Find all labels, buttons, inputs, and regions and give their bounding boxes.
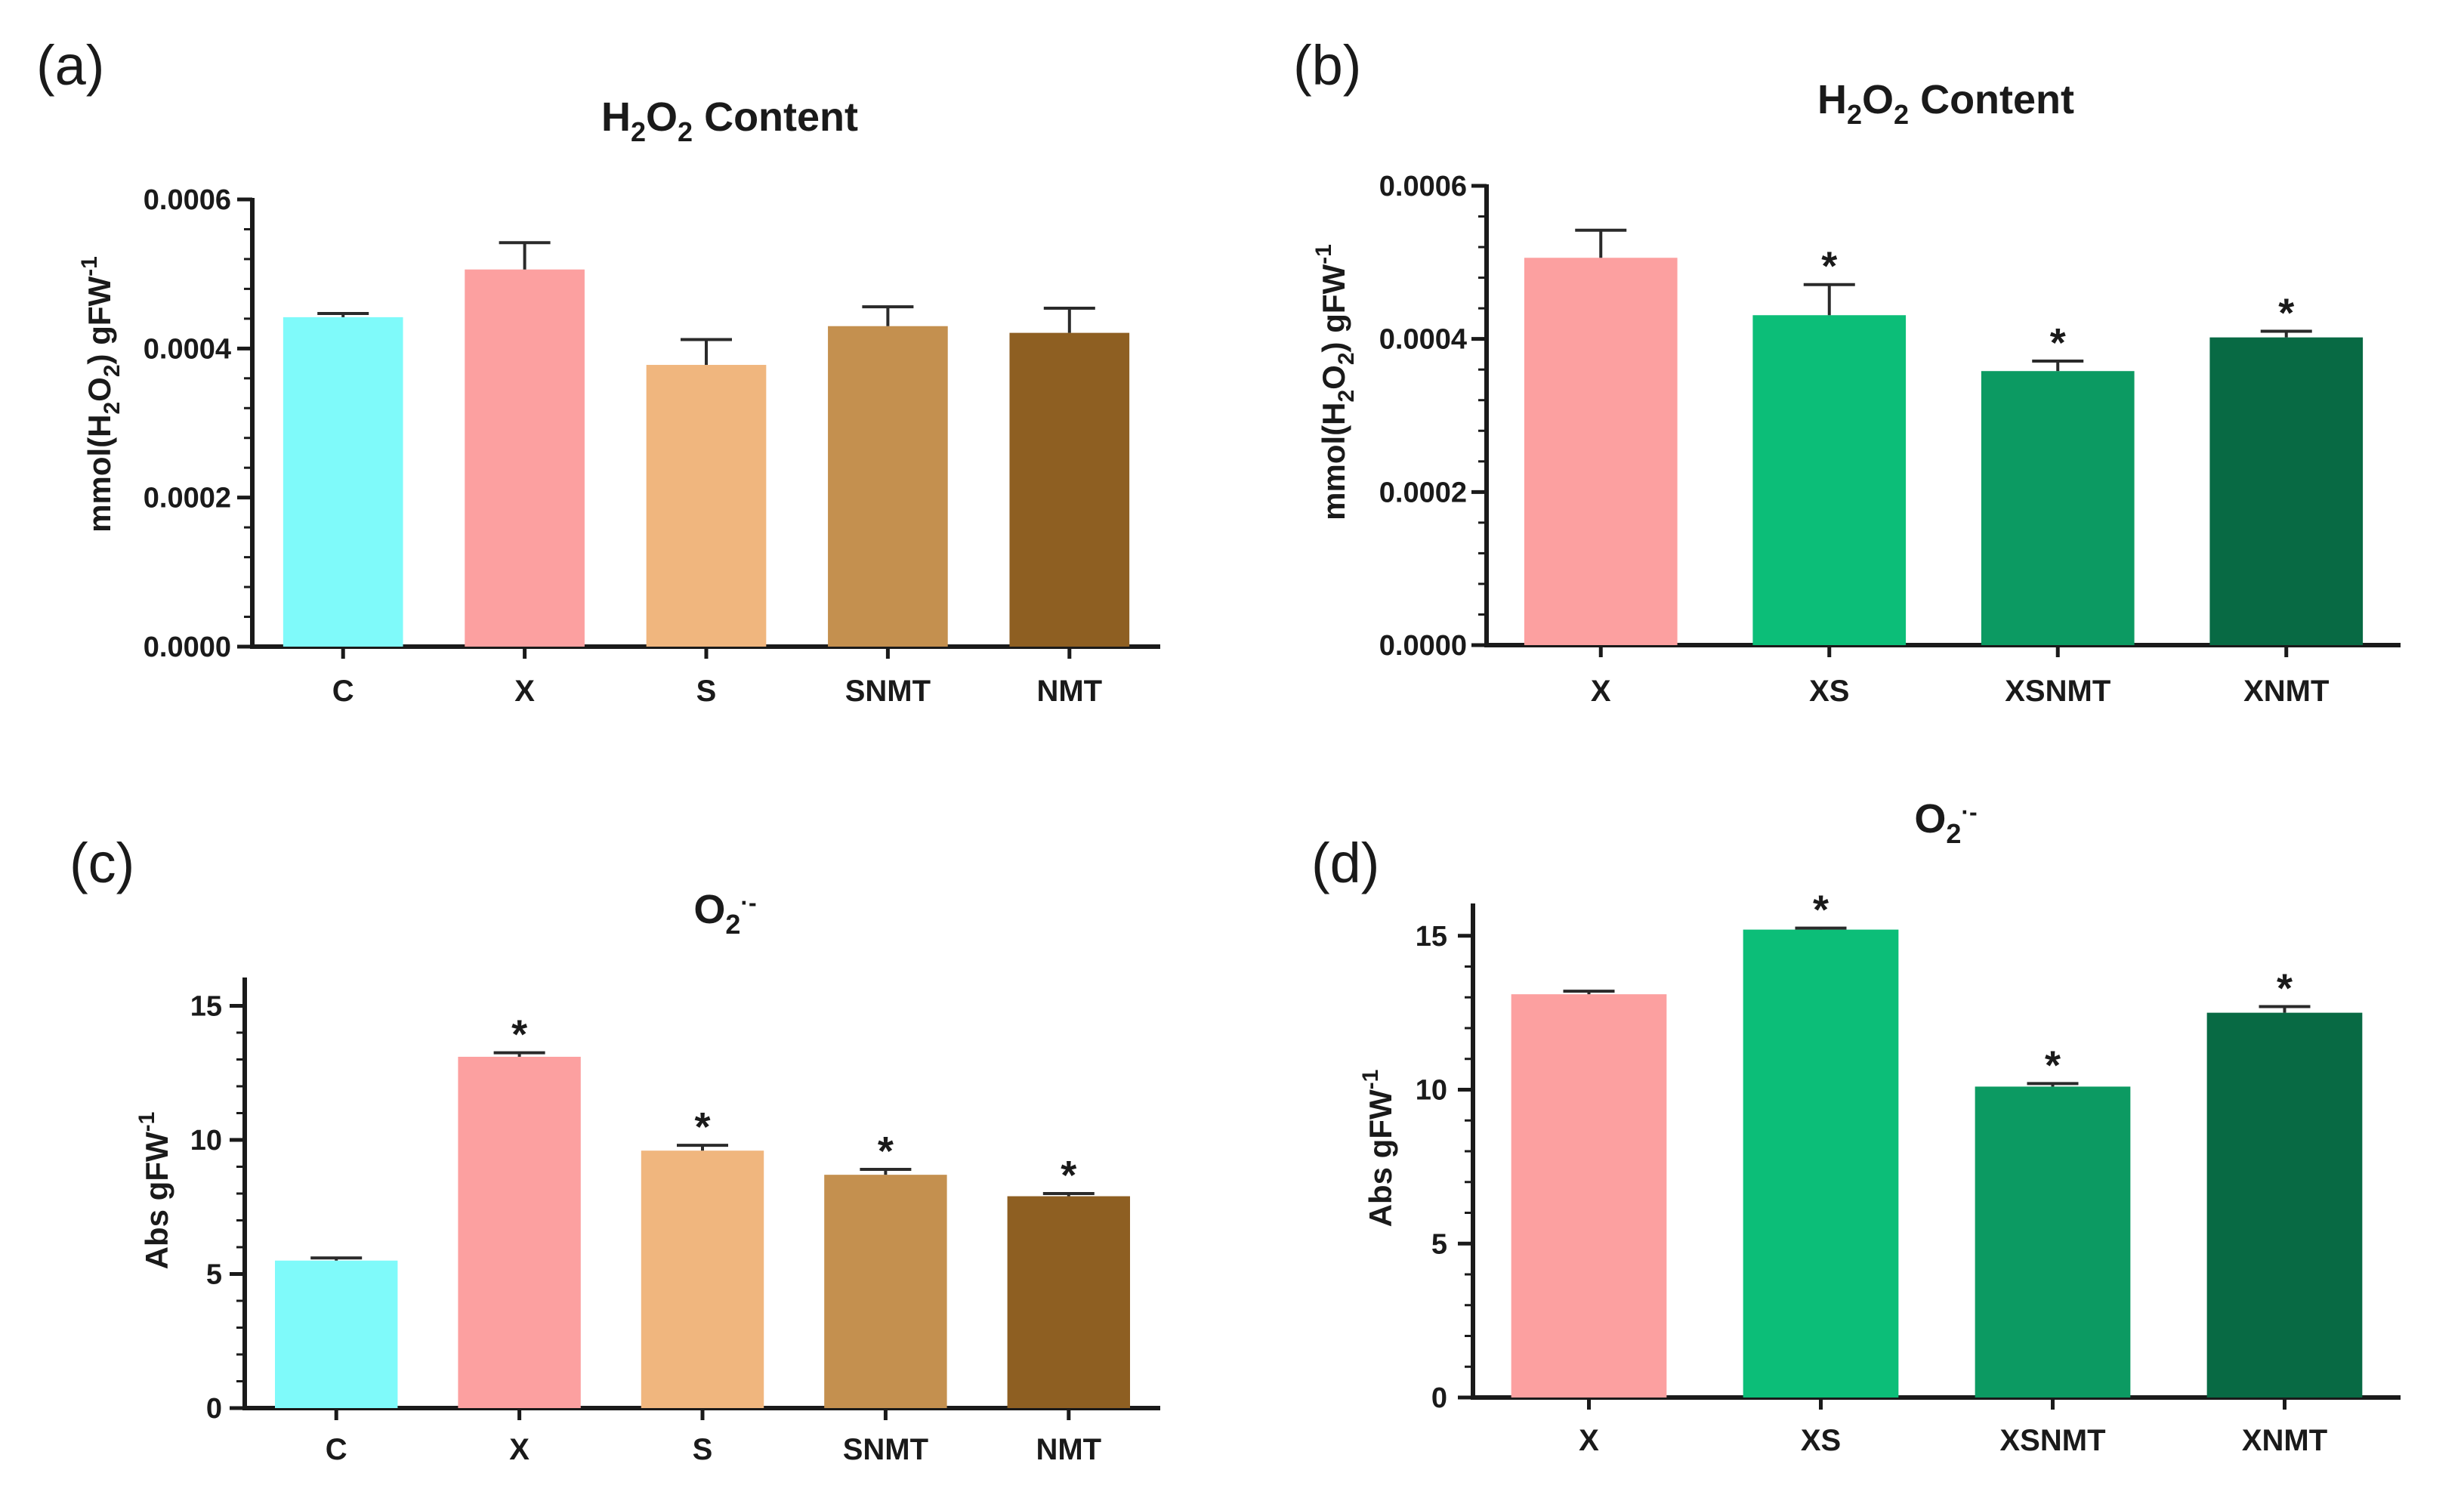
bar bbox=[458, 1056, 581, 1408]
x-tick-label: X bbox=[514, 675, 535, 708]
chart-title: H2O2 Content bbox=[601, 94, 858, 147]
bar bbox=[1975, 1086, 2131, 1398]
y-tick-label: 0.0006 bbox=[1379, 171, 1467, 202]
bar bbox=[828, 326, 948, 647]
x-tick-label: C bbox=[332, 675, 354, 708]
bar bbox=[465, 269, 585, 647]
x-tick-label: X bbox=[1591, 675, 1611, 708]
y-tick-label: 0.0004 bbox=[1379, 324, 1467, 356]
y-tick-label: 0.0004 bbox=[144, 333, 231, 365]
y-tick-label: 5 bbox=[1431, 1228, 1447, 1260]
bar bbox=[1511, 994, 1667, 1398]
significance-marker: * bbox=[2045, 1042, 2061, 1088]
x-tick-label: NMT bbox=[1036, 1433, 1101, 1466]
bars bbox=[283, 241, 1130, 647]
panel-c: (c) O2·- Abs gFW-1 0 5 10 15 C X S SNMT NMT * * * * bbox=[69, 832, 1160, 1466]
y-axis-label: mmol(H2O2) gFW-1 bbox=[77, 256, 125, 533]
x-tick-label: XSNMT bbox=[2000, 1424, 2106, 1457]
y-tick-label: 10 bbox=[190, 1125, 222, 1157]
y-tick-label: 0 bbox=[1431, 1382, 1447, 1414]
panel-label: (a) bbox=[36, 34, 104, 97]
y-tick-label: 10 bbox=[1416, 1075, 1447, 1107]
significance-marker: * bbox=[1061, 1153, 1076, 1198]
y-tick-label: 0.0006 bbox=[144, 184, 231, 216]
bars: * * * bbox=[1511, 888, 2363, 1398]
significance-marker: * bbox=[2277, 965, 2293, 1011]
panel-label: (c) bbox=[69, 832, 134, 894]
bar bbox=[1743, 929, 1899, 1398]
x-tick-label: XSNMT bbox=[2005, 675, 2110, 708]
y-axis-label: Abs gFW-1 bbox=[1358, 1070, 1398, 1228]
significance-marker: * bbox=[1813, 888, 1829, 933]
x-tick-label: XNMT bbox=[2242, 1424, 2327, 1457]
bar bbox=[1009, 332, 1130, 647]
bar bbox=[283, 317, 403, 647]
significance-marker: * bbox=[2050, 320, 2066, 366]
chart-title: O2·- bbox=[1914, 796, 1977, 849]
y-tick-label: 0.0002 bbox=[1379, 477, 1467, 508]
bar bbox=[824, 1175, 947, 1408]
y-tick-label: 5 bbox=[206, 1259, 222, 1291]
x-tick-label: XS bbox=[1801, 1424, 1841, 1457]
x-tick-label: NMT bbox=[1036, 675, 1102, 708]
significance-marker: * bbox=[2278, 291, 2294, 336]
panel-a: (a) H2O2 Content mmol(H2O2) gFW-1 0.0000… bbox=[36, 34, 1160, 708]
significance-marker: * bbox=[511, 1012, 527, 1058]
bar bbox=[1752, 315, 1907, 645]
x-tick-label: SNMT bbox=[845, 675, 931, 708]
bar bbox=[2206, 1012, 2363, 1398]
x-tick-label: S bbox=[693, 1433, 713, 1466]
y-tick-label: 0.0000 bbox=[144, 632, 231, 663]
bar bbox=[1524, 258, 1678, 646]
bar bbox=[641, 1150, 764, 1408]
panel-label: (b) bbox=[1293, 34, 1361, 97]
y-tick-label: 15 bbox=[190, 991, 222, 1023]
bars: * * * bbox=[1524, 228, 2364, 646]
x-tick-label: XNMT bbox=[2243, 675, 2329, 708]
panel-b: (b) H2O2 Content mmol(H2O2) gFW-1 0.0000… bbox=[1293, 34, 2401, 708]
y-tick-label: 15 bbox=[1416, 921, 1447, 953]
x-tick-label: S bbox=[696, 675, 717, 708]
x-tick-label: X bbox=[1579, 1424, 1599, 1457]
bars: * * * * bbox=[274, 1012, 1131, 1408]
bar bbox=[646, 365, 767, 647]
chart-title: O2·- bbox=[693, 887, 756, 940]
bar bbox=[1981, 371, 2135, 645]
significance-marker: * bbox=[694, 1104, 710, 1150]
significance-marker: * bbox=[878, 1129, 894, 1174]
x-tick-label: X bbox=[509, 1433, 530, 1466]
y-axis-label: mmol(H2O2) gFW-1 bbox=[1311, 244, 1359, 520]
y-axis-label: Abs gFW-1 bbox=[134, 1112, 174, 1270]
bar bbox=[2209, 337, 2364, 645]
y-tick-label: 0.0002 bbox=[144, 483, 231, 514]
x-tick-label: SNMT bbox=[843, 1433, 928, 1466]
bar bbox=[1007, 1196, 1131, 1408]
chart-title: H2O2 Content bbox=[1817, 77, 2074, 130]
significance-marker: * bbox=[1821, 244, 1837, 289]
y-tick-label: 0 bbox=[206, 1393, 222, 1425]
panel-label: (d) bbox=[1311, 832, 1379, 894]
y-tick-label: 0.0000 bbox=[1379, 630, 1467, 662]
x-tick-label: C bbox=[326, 1433, 347, 1466]
x-tick-label: XS bbox=[1809, 675, 1849, 708]
bar bbox=[274, 1260, 398, 1408]
